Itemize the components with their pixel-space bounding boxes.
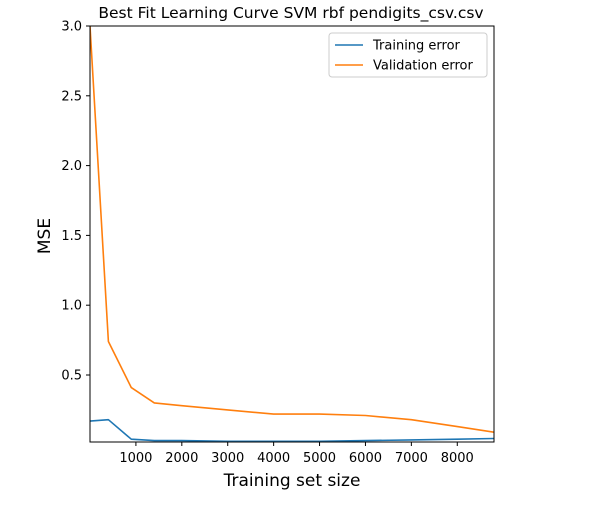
y-tick-label: 2.5 [61, 89, 82, 104]
x-tick-label: 7000 [395, 451, 428, 466]
x-tick-label: 1000 [119, 451, 152, 466]
x-tick-label: 8000 [441, 451, 474, 466]
chart-title: Best Fit Learning Curve SVM rbf pendigit… [98, 4, 483, 23]
legend-label-training-error: Training error [372, 39, 461, 54]
x-tick-label: 6000 [349, 451, 382, 466]
y-tick-label: 2.0 [61, 159, 82, 174]
y-tick-label: 1.0 [61, 299, 82, 314]
y-axis-title: MSE [35, 218, 55, 254]
axes-frame [89, 25, 495, 443]
legend-box [328, 32, 488, 78]
y-tick-label: 0.5 [61, 368, 82, 383]
plot-area [90, 26, 494, 442]
axes: 1000 2000 3000 4000 5000 6000 7000 8000 0.5 1.0 1.… [61, 20, 495, 466]
y-tick-label: 3.0 [61, 20, 82, 35]
x-axis-title: Training set size [223, 471, 361, 491]
series-line-validation-error [90, 26, 494, 433]
x-tick-label: 5000 [303, 451, 336, 466]
x-tick-label: 4000 [257, 451, 290, 466]
legend-label-validation-error: Validation error [373, 59, 473, 74]
x-tick-label: 3000 [211, 451, 244, 466]
legend: Training error Validation error [328, 32, 488, 78]
series-line-training-error [90, 418, 494, 442]
x-tick-label: 2000 [165, 451, 198, 466]
y-tick-label: 1.5 [61, 229, 82, 244]
